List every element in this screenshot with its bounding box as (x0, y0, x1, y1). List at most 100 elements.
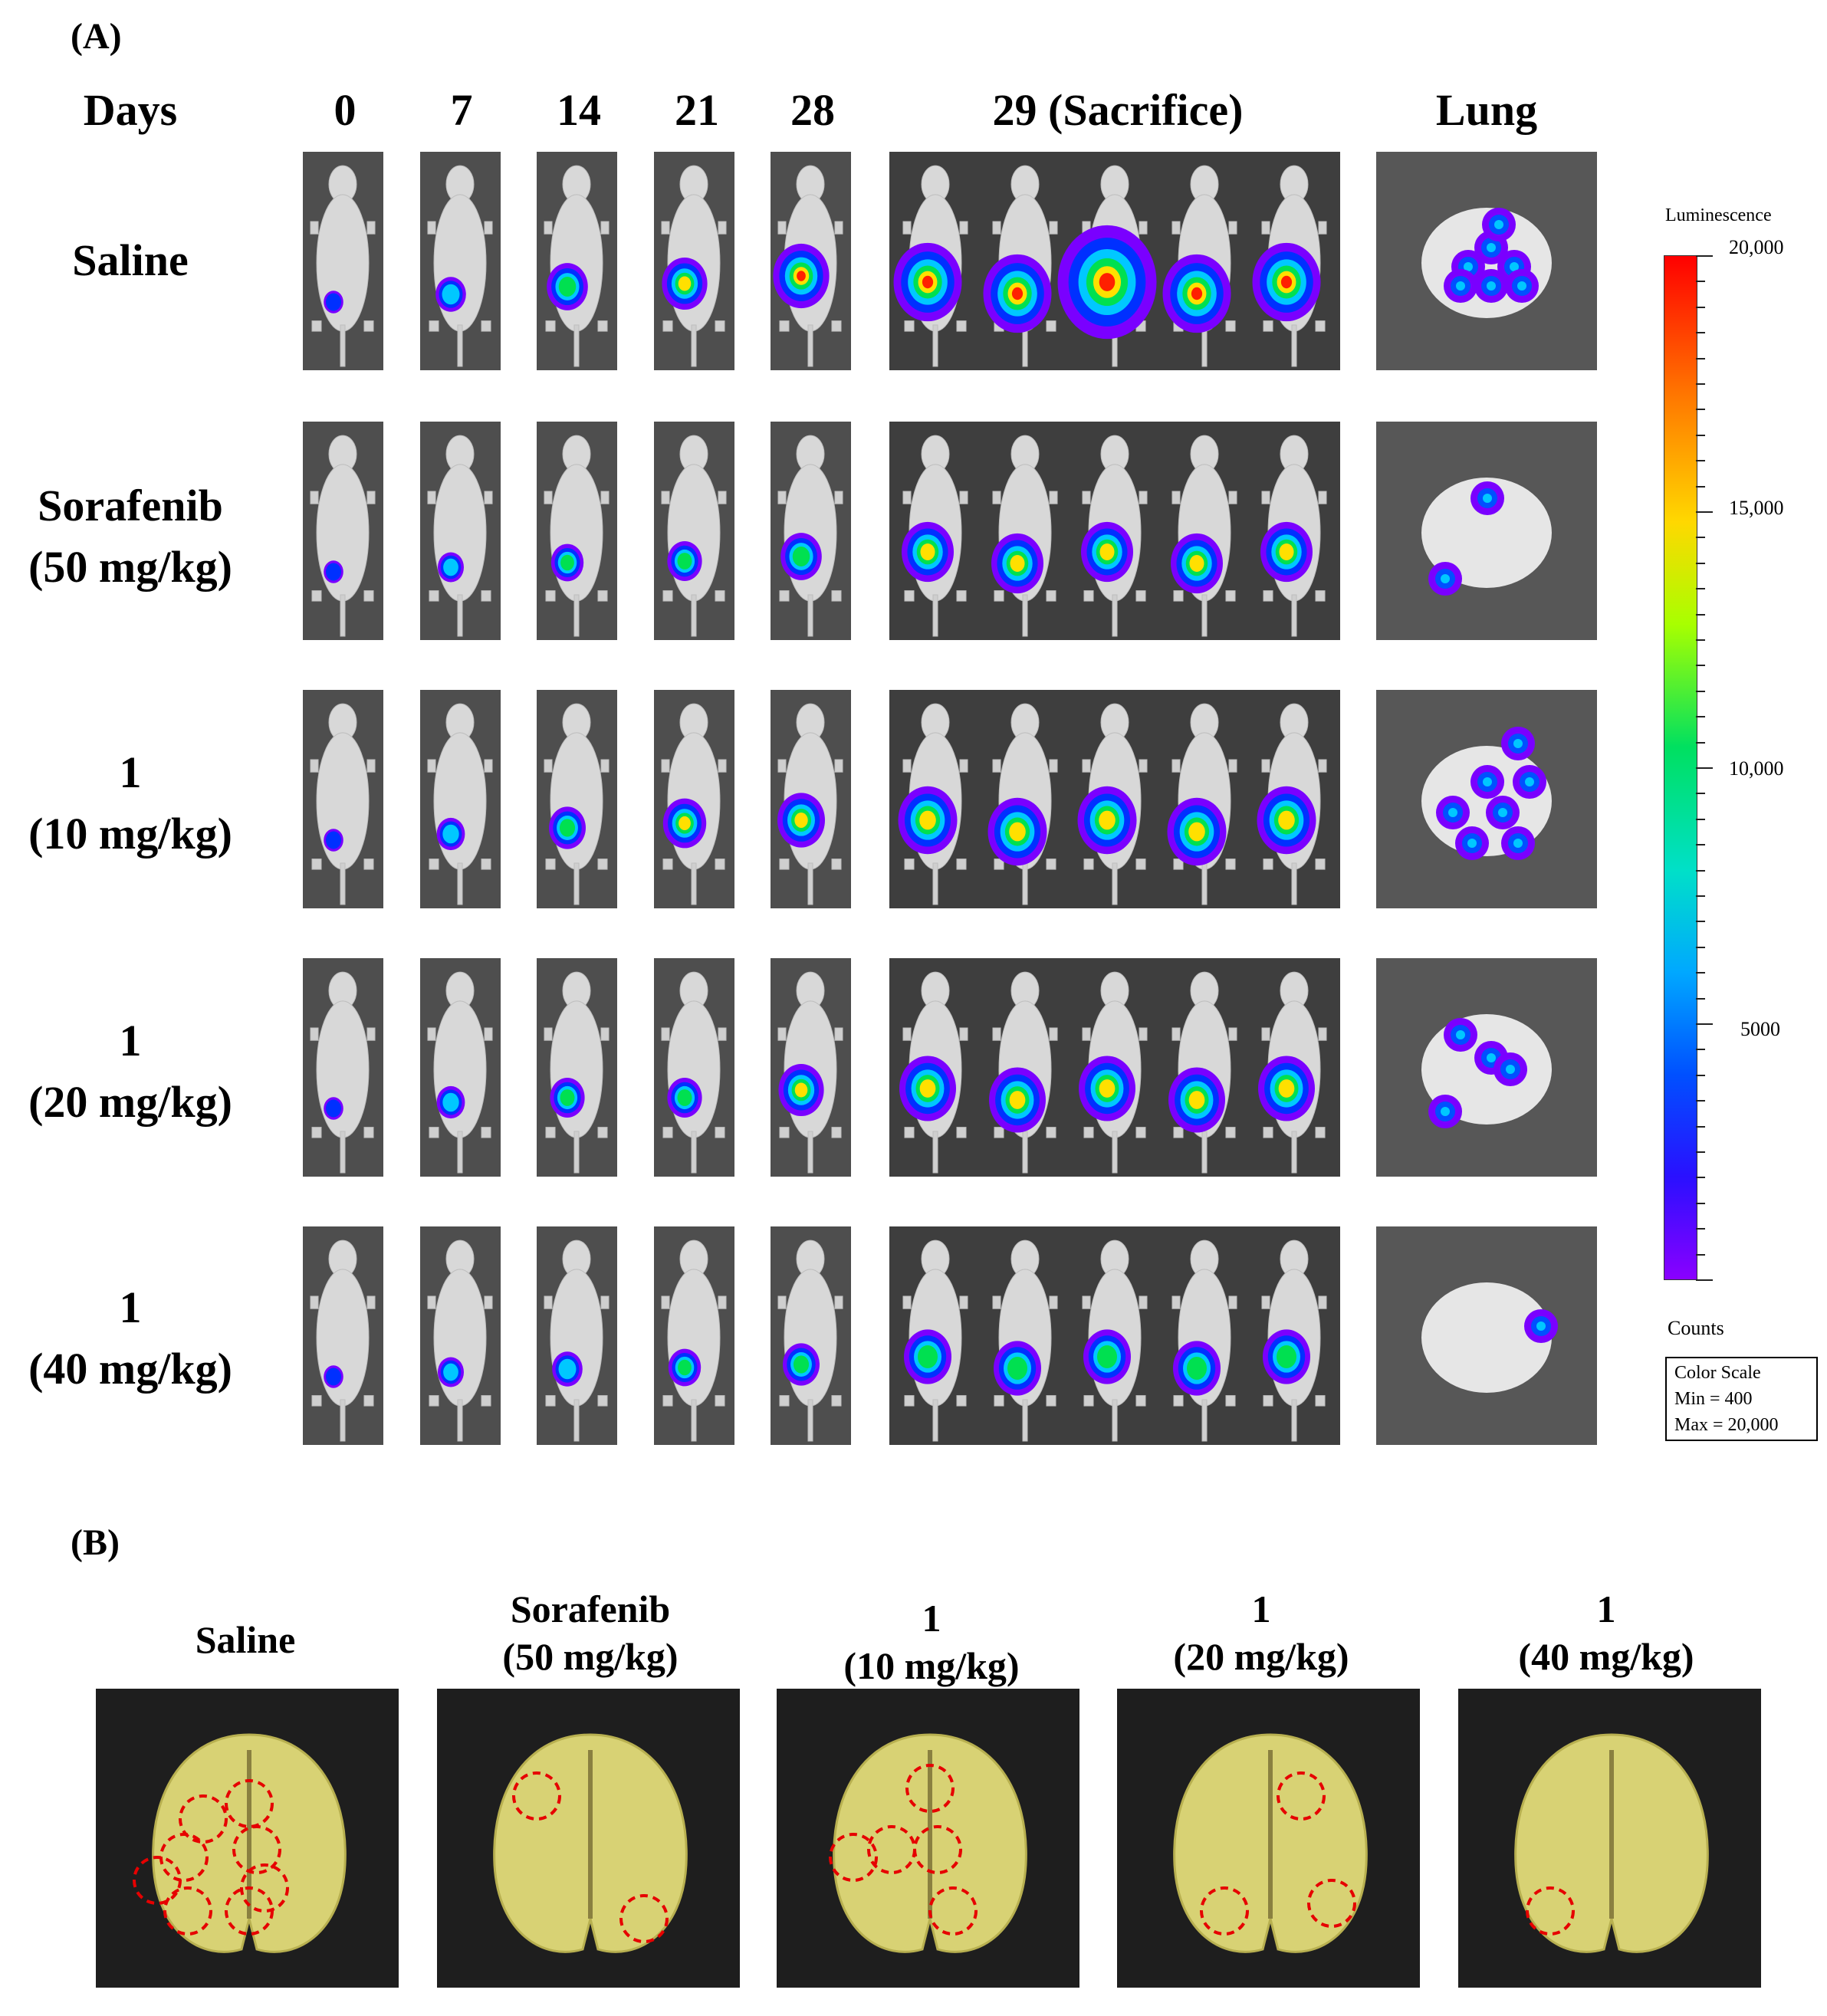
scale-tick-5000: 5000 (1740, 1018, 1780, 1040)
scale-tick-mark (1696, 562, 1705, 564)
color-scale-box-title: Color Scale (1674, 1363, 1761, 1383)
row-label-saline: Saline (0, 230, 261, 291)
scale-tick-mark (1696, 767, 1713, 769)
scale-tick-mark (1696, 1177, 1705, 1179)
row-label-line1: 1 (119, 747, 142, 797)
scale-tick-15000: 15,000 (1729, 497, 1784, 519)
lung-photo-1-40 (1458, 1689, 1761, 1988)
b-label-saline: Saline (92, 1616, 399, 1663)
scale-title: Luminescence (1665, 205, 1772, 225)
scale-tick-mark (1696, 690, 1705, 692)
bli-image-1-40-d28 (771, 1226, 851, 1445)
b-label-line2: (10 mg/kg) (843, 1644, 1020, 1687)
bli-image-1-10-d21 (654, 690, 734, 908)
b-label-1-40: 1 (40 mg/kg) (1453, 1585, 1760, 1680)
scale-tick-mark (1696, 1202, 1705, 1204)
row-label-1-10: 1 (10 mg/kg) (0, 742, 261, 865)
row-label-sorafenib: Sorafenib (50 mg/kg) (0, 475, 261, 598)
scale-tick-mark (1696, 1253, 1705, 1256)
days-header: Days (83, 85, 178, 135)
scale-tick-mark (1696, 844, 1705, 846)
scale-tick-mark (1696, 409, 1705, 411)
scale-tick-mark (1696, 281, 1705, 283)
row-label-line1: Sorafenib (38, 481, 223, 530)
scale-tick-mark (1696, 255, 1713, 257)
bli-image-1-20-d0 (303, 958, 383, 1177)
bli-image-saline-d0 (303, 152, 383, 370)
bli-image-saline-d28 (771, 152, 851, 370)
day-header-28: 28 (790, 85, 835, 135)
lung-header: Lung (1435, 85, 1538, 135)
bli-image-saline-d7 (420, 152, 501, 370)
bli-image-1-40-d29 (889, 1226, 1340, 1445)
scale-tick-mark (1696, 1279, 1713, 1281)
color-scale-box: Color Scale Min = 400 Max = 20,000 (1665, 1357, 1818, 1441)
scale-tick-mark (1696, 537, 1705, 539)
scale-tick-mark (1696, 434, 1705, 436)
scale-tick-mark (1696, 1228, 1705, 1230)
day-header-29: 29 (Sacrifice) (992, 85, 1244, 135)
bli-image-sorafenib-d14 (537, 422, 617, 640)
scale-tick-mark (1696, 613, 1705, 616)
color-scale-min: Min = 400 (1674, 1389, 1753, 1409)
scale-tick-mark (1696, 306, 1705, 308)
scale-tick-10000: 10,000 (1729, 757, 1784, 780)
bli-image-sorafenib-d28 (771, 422, 851, 640)
row-label-line2: (10 mg/kg) (28, 809, 232, 859)
panel-a-label: (A) (71, 16, 122, 57)
scale-tick-mark (1696, 357, 1705, 360)
bli-image-1-10-d0 (303, 690, 383, 908)
scale-tick-mark (1696, 1049, 1705, 1051)
scale-tick-mark (1696, 997, 1705, 1000)
row-label-line2: (50 mg/kg) (28, 542, 232, 592)
bli-image-sorafenib-d21 (654, 422, 734, 640)
color-scale-bar (1664, 255, 1697, 1280)
lung-photo-1-20 (1117, 1689, 1420, 1988)
b-label-line1: 1 (1596, 1588, 1616, 1630)
day-header-7: 7 (450, 85, 473, 135)
bli-image-1-40-d7 (420, 1226, 501, 1445)
b-label-line1: Sorafenib (510, 1588, 671, 1630)
scale-tick-mark (1696, 1151, 1705, 1153)
lung-photo-1-10 (777, 1689, 1079, 1988)
row-label-line1: 1 (119, 1282, 142, 1332)
b-label-line2: (50 mg/kg) (502, 1635, 679, 1678)
bli-image-1-20-lung (1376, 958, 1597, 1177)
bli-image-1-10-d7 (420, 690, 501, 908)
scale-tick-mark (1696, 972, 1705, 974)
bli-image-1-20-d29 (889, 958, 1340, 1177)
b-label-1-20: 1 (20 mg/kg) (1108, 1585, 1415, 1680)
b-label-line2: (20 mg/kg) (1173, 1635, 1349, 1678)
lung-photo-saline (96, 1689, 399, 1988)
scale-tick-mark (1696, 946, 1705, 948)
bli-image-1-40-d21 (654, 1226, 734, 1445)
scale-tick-mark (1696, 1023, 1713, 1025)
day-header-0: 0 (334, 85, 357, 135)
b-label-line2: (40 mg/kg) (1518, 1635, 1694, 1678)
b-label-1-10: 1 (10 mg/kg) (778, 1594, 1085, 1689)
bli-image-1-10-lung (1376, 690, 1597, 908)
scale-tick-mark (1696, 1074, 1705, 1076)
scale-tick-mark (1696, 332, 1705, 334)
bli-image-1-20-d14 (537, 958, 617, 1177)
day-header-21: 21 (675, 85, 719, 135)
scale-tick-mark (1696, 460, 1705, 462)
row-label-line2: (20 mg/kg) (28, 1077, 232, 1127)
scale-tick-mark (1696, 869, 1705, 872)
bli-image-1-40-lung (1376, 1226, 1597, 1445)
bli-image-sorafenib-d7 (420, 422, 501, 640)
bli-image-saline-d14 (537, 152, 617, 370)
b-label-line1: 1 (922, 1597, 941, 1640)
scale-tick-mark (1696, 818, 1705, 820)
scale-tick-mark (1696, 588, 1705, 590)
b-label-sorafenib: Sorafenib (50 mg/kg) (437, 1585, 744, 1680)
row-label-line2: (40 mg/kg) (28, 1344, 232, 1394)
scale-tick-mark (1696, 665, 1705, 667)
bli-image-1-10-d28 (771, 690, 851, 908)
bli-image-1-10-d29 (889, 690, 1340, 908)
scale-tick-mark (1696, 921, 1705, 923)
bli-image-sorafenib-d0 (303, 422, 383, 640)
scale-tick-mark (1696, 639, 1705, 641)
b-label-line1: 1 (1251, 1588, 1271, 1630)
row-label-line1: Saline (72, 235, 189, 285)
